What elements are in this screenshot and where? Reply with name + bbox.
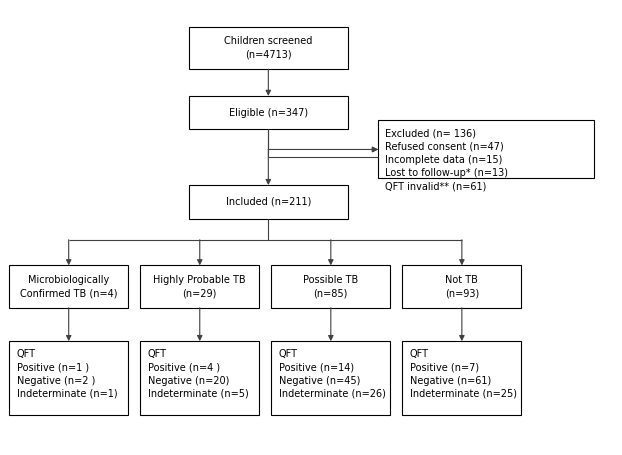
- Text: QFT
Positive (n=4 )
Negative (n=20)
Indeterminate (n=5): QFT Positive (n=4 ) Negative (n=20) Inde…: [147, 349, 248, 399]
- FancyBboxPatch shape: [402, 265, 521, 308]
- FancyBboxPatch shape: [9, 341, 128, 415]
- FancyBboxPatch shape: [141, 265, 259, 308]
- FancyBboxPatch shape: [189, 185, 348, 218]
- Text: Excluded (n= 136)
Refused consent (n=47)
Incomplete data (n=15)
Lost to follow-u: Excluded (n= 136) Refused consent (n=47)…: [386, 128, 508, 191]
- Text: Children screened
(n=4713): Children screened (n=4713): [224, 36, 312, 60]
- Text: Microbiologically
Confirmed TB (n=4): Microbiologically Confirmed TB (n=4): [20, 275, 118, 298]
- FancyBboxPatch shape: [189, 96, 348, 129]
- Text: QFT
Positive (n=1 )
Negative (n=2 )
Indeterminate (n=1): QFT Positive (n=1 ) Negative (n=2 ) Inde…: [17, 349, 117, 399]
- FancyBboxPatch shape: [271, 341, 390, 415]
- Text: Not TB
(n=93): Not TB (n=93): [445, 275, 479, 298]
- FancyBboxPatch shape: [402, 341, 521, 415]
- Text: Included (n=211): Included (n=211): [226, 197, 311, 207]
- Text: Highly Probable TB
(n=29): Highly Probable TB (n=29): [154, 275, 246, 298]
- Text: Possible TB
(n=85): Possible TB (n=85): [303, 275, 358, 298]
- Text: QFT
Positive (n=14)
Negative (n=45)
Indeterminate (n=26): QFT Positive (n=14) Negative (n=45) Inde…: [279, 349, 386, 399]
- Text: QFT
Positive (n=7)
Negative (n=61)
Indeterminate (n=25): QFT Positive (n=7) Negative (n=61) Indet…: [410, 349, 517, 399]
- FancyBboxPatch shape: [189, 27, 348, 69]
- Text: Eligible (n=347): Eligible (n=347): [229, 108, 308, 118]
- FancyBboxPatch shape: [141, 341, 259, 415]
- FancyBboxPatch shape: [271, 265, 390, 308]
- FancyBboxPatch shape: [9, 265, 128, 308]
- FancyBboxPatch shape: [378, 121, 595, 178]
